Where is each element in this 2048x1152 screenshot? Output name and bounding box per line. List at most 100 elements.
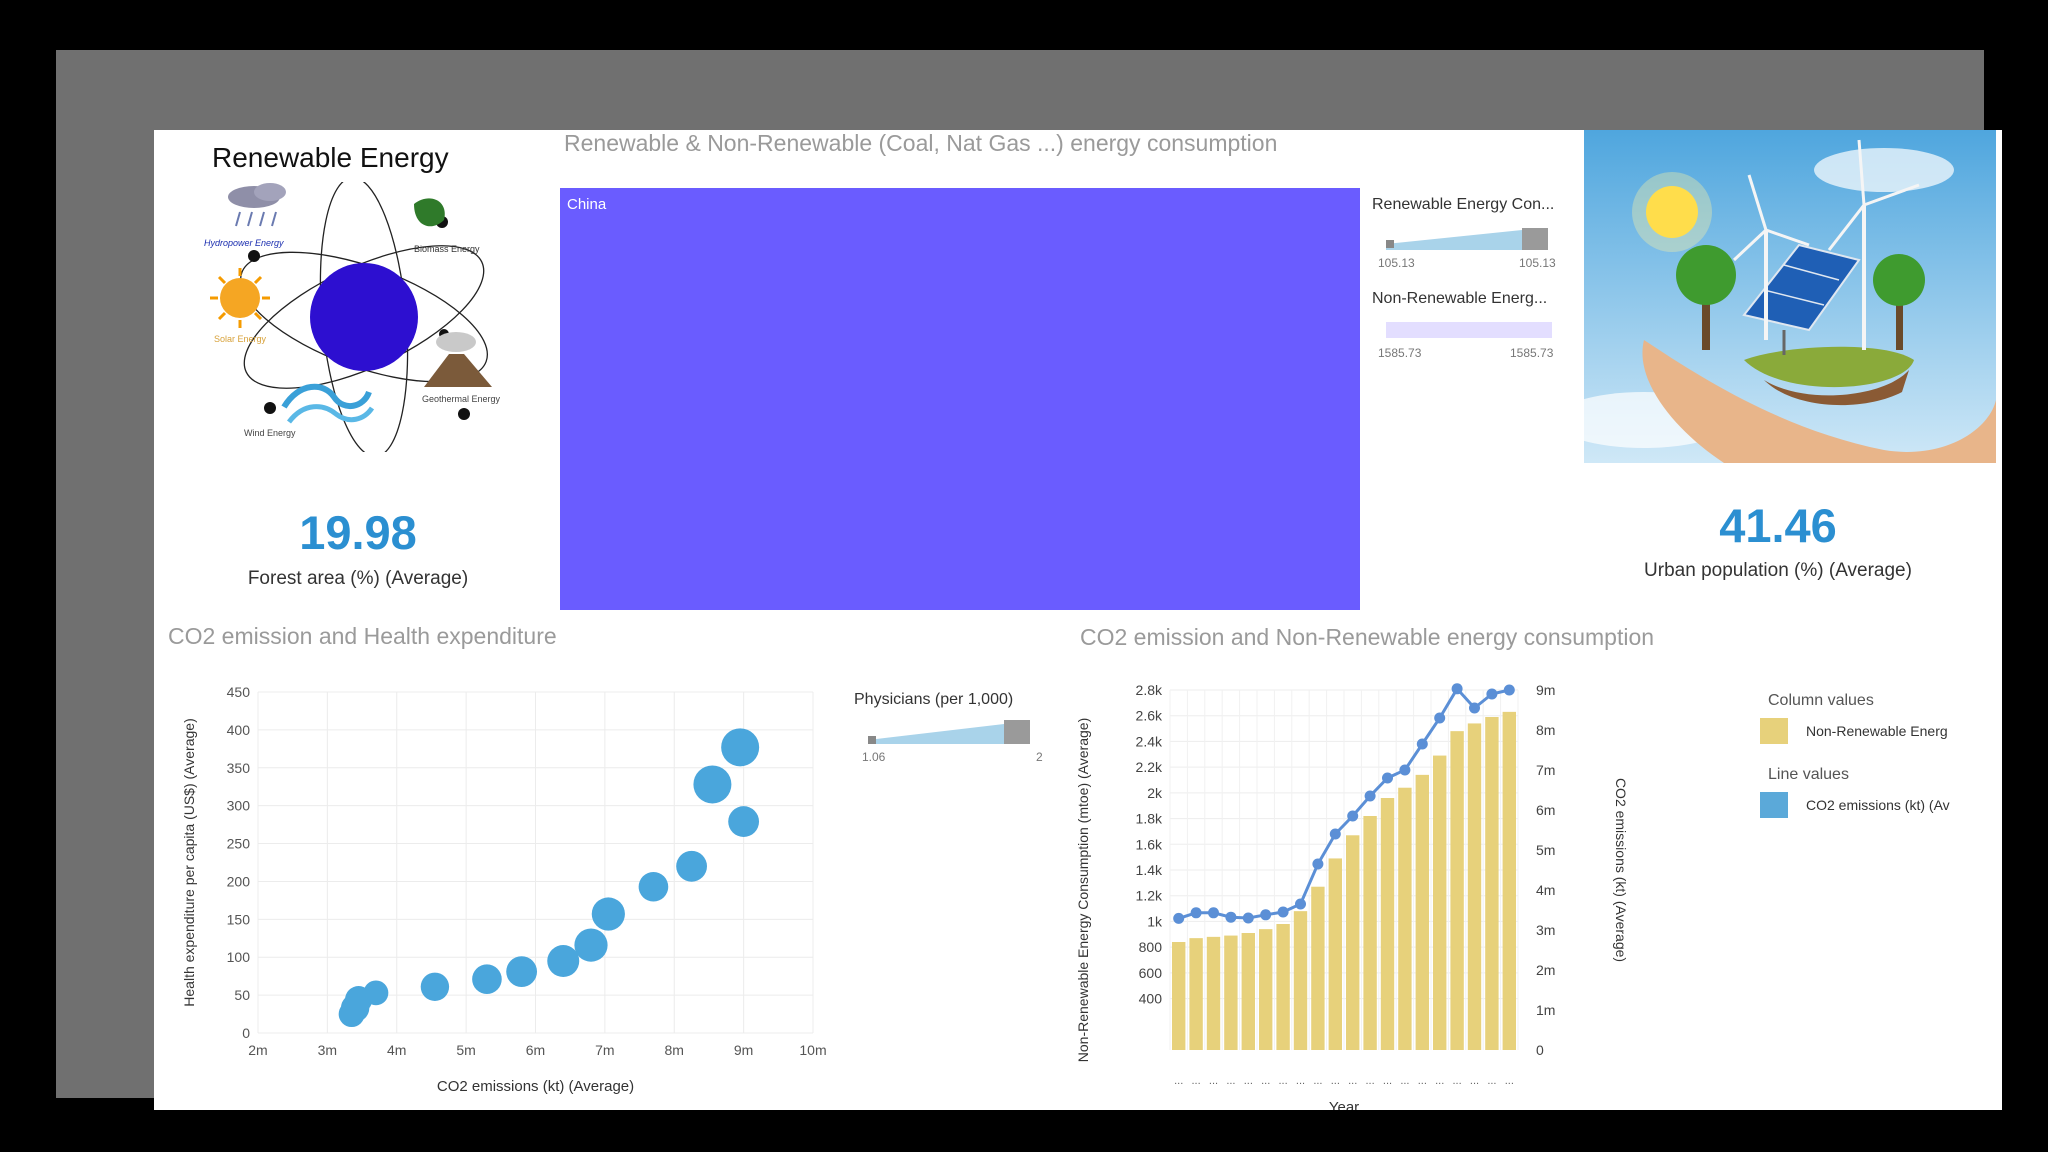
legend-column-swatch[interactable] (1760, 718, 1788, 744)
combo-bar (1415, 774, 1429, 1050)
combo-line-point (1382, 772, 1393, 784)
treemap-tile-label: China (567, 196, 607, 213)
combo-y2-tick-label: 5m (1536, 842, 1555, 858)
forest-area-kpi-label: Forest area (%) (Average) (247, 568, 469, 589)
combo-y2-tick-label: 3m (1536, 922, 1555, 938)
scatter-chart: 2m 3m 4m 5m 6m 7m 8m 9m 10m 0 50 100 150 200 250 300 350… (181, 684, 827, 1095)
combo-x-tick-label: ... (1453, 1075, 1462, 1087)
combo-bar (1450, 731, 1464, 1050)
combo-y2-tick-label: 6m (1536, 802, 1555, 818)
combo-line-point (1486, 688, 1498, 700)
combo-bar (1224, 935, 1238, 1050)
combo-x-tick-label: ... (1435, 1075, 1444, 1087)
scatter-point (676, 850, 707, 882)
combo-x-tick-label: ... (1331, 1075, 1340, 1087)
renewable-energy-title: Renewable Energy (212, 142, 449, 173)
scatter-x-tick-label: 3m (318, 1042, 337, 1058)
combo-bar (1172, 942, 1186, 1050)
scatter-point (591, 897, 625, 931)
combo-x-tick-label: ... (1296, 1075, 1305, 1087)
renewable-slicer-label: Renewable Energy Con... (1372, 196, 1555, 213)
combo-x-tick-label: ... (1209, 1075, 1218, 1087)
hydropower-icon (228, 183, 286, 227)
combo-bar (1328, 858, 1342, 1050)
renewable-slicer-track[interactable] (1386, 228, 1552, 250)
scatter-y-tick-label: 0 (242, 1025, 250, 1041)
combo-bar (1502, 711, 1516, 1050)
combo-line-point (1503, 684, 1515, 696)
combo-chart: 400 600 800 1k 1.2k 1.4k 1.6k 1.8k 2k 2.2k 2.4k 2.6… (1075, 682, 1629, 1110)
legend-line-swatch[interactable] (1760, 792, 1788, 818)
nonrenewable-slicer-max: 1585.73 (1510, 346, 1554, 360)
combo-y2-tick-label: 7m (1536, 762, 1555, 778)
scatter-point (420, 972, 450, 1001)
svg-text:Biomass Energy: Biomass Energy (414, 244, 480, 254)
combo-x-tick-label: ... (1279, 1075, 1288, 1087)
nonrenewable-slicer-label: Non-Renewable Energ... (1372, 290, 1548, 307)
combo-bar (1293, 911, 1308, 1050)
wind-turbine-icon (1732, 139, 1920, 350)
scatter-point (363, 980, 389, 1006)
combo-x-tick-label: ... (1487, 1075, 1496, 1087)
combo-y2-axis-label: CO2 emissions (kt) (Average) (1613, 778, 1629, 962)
scatter-y-tick-label: 300 (227, 798, 251, 814)
wind-waves-icon (281, 383, 375, 424)
sun-icon (1646, 186, 1698, 238)
scatter-y-tick-label: 450 (227, 684, 251, 700)
legend-line-header: Line values (1768, 766, 1849, 783)
combo-y2-tick-label: 1m (1536, 1002, 1555, 1018)
combo-line-point (1469, 702, 1480, 714)
combo-title: CO2 emission and Non-Renewable energy co… (1080, 624, 1655, 650)
combo-bar (1433, 755, 1447, 1050)
combo-bar (1380, 798, 1395, 1050)
treemap-tile-china[interactable]: China (560, 188, 1360, 610)
svg-text:Hydropower Energy: Hydropower Energy (204, 238, 284, 248)
combo-x-tick-label: ... (1226, 1075, 1235, 1087)
scatter-point (472, 964, 502, 994)
geothermal-volcano-icon (424, 332, 492, 387)
combo-bar (1241, 933, 1255, 1050)
combo-x-tick-label: ... (1366, 1075, 1375, 1087)
combo-line-point (1190, 907, 1202, 919)
combo-x-tick-label: ... (1505, 1075, 1514, 1087)
combo-x-tick-label: ... (1348, 1075, 1357, 1087)
combo-y2-tick-label: 0 (1536, 1042, 1544, 1058)
combo-line-point (1173, 912, 1185, 924)
combo-line-point (1399, 764, 1411, 776)
scatter-y-tick-label: 350 (227, 760, 251, 776)
combo-line-point (1329, 828, 1341, 840)
combo-y-tick-label: 1.2k (1136, 888, 1163, 904)
combo-bar (1189, 938, 1203, 1050)
combo-y-tick-label: 2.4k (1136, 733, 1163, 749)
combo-line-point (1277, 906, 1289, 918)
biomass-leaf-icon (414, 198, 445, 227)
scatter-point (547, 945, 580, 978)
combo-y2-tick-label: 9m (1536, 682, 1555, 698)
renewable-slicer-max: 105.13 (1519, 256, 1556, 270)
combo-y-tick-label: 800 (1139, 939, 1163, 955)
combo-line-point (1416, 738, 1428, 750)
combo-line-point (1260, 909, 1272, 921)
combo-y-tick-label: 1.6k (1136, 836, 1163, 852)
physicians-slicer-track[interactable] (868, 720, 1034, 744)
scatter-x-tick-label: 6m (526, 1042, 545, 1058)
nonrenewable-slicer-track[interactable] (1386, 322, 1552, 338)
combo-y-tick-label: 1.8k (1136, 811, 1163, 827)
combo-x-tick-label: ... (1192, 1075, 1201, 1087)
renewable-hand-illustration (1584, 130, 1996, 463)
forest-area-kpi-value: 19.98 (299, 506, 417, 559)
combo-y-tick-label: 600 (1139, 965, 1163, 981)
combo-y-axis-label: Non-Renewable Energy Consumption (mtoe) … (1075, 718, 1091, 1062)
physicians-slicer-min: 1.06 (862, 750, 886, 764)
combo-line-point (1364, 790, 1376, 802)
combo-bar (1363, 816, 1377, 1050)
scatter-x-tick-label: 8m (665, 1042, 684, 1058)
scatter-y-tick-label: 50 (234, 987, 250, 1003)
dashboard-canvas: Renewable Energy Hydropower Energy (154, 130, 2002, 1110)
combo-y-tick-label: 1k (1147, 913, 1163, 929)
scatter-y-tick-label: 150 (227, 911, 251, 927)
combo-line-point (1225, 911, 1237, 923)
scatter-point (693, 765, 732, 804)
scatter-y-axis-label: Health expenditure per capita (US$) (Ave… (181, 718, 197, 1006)
combo-bar (1276, 924, 1290, 1050)
